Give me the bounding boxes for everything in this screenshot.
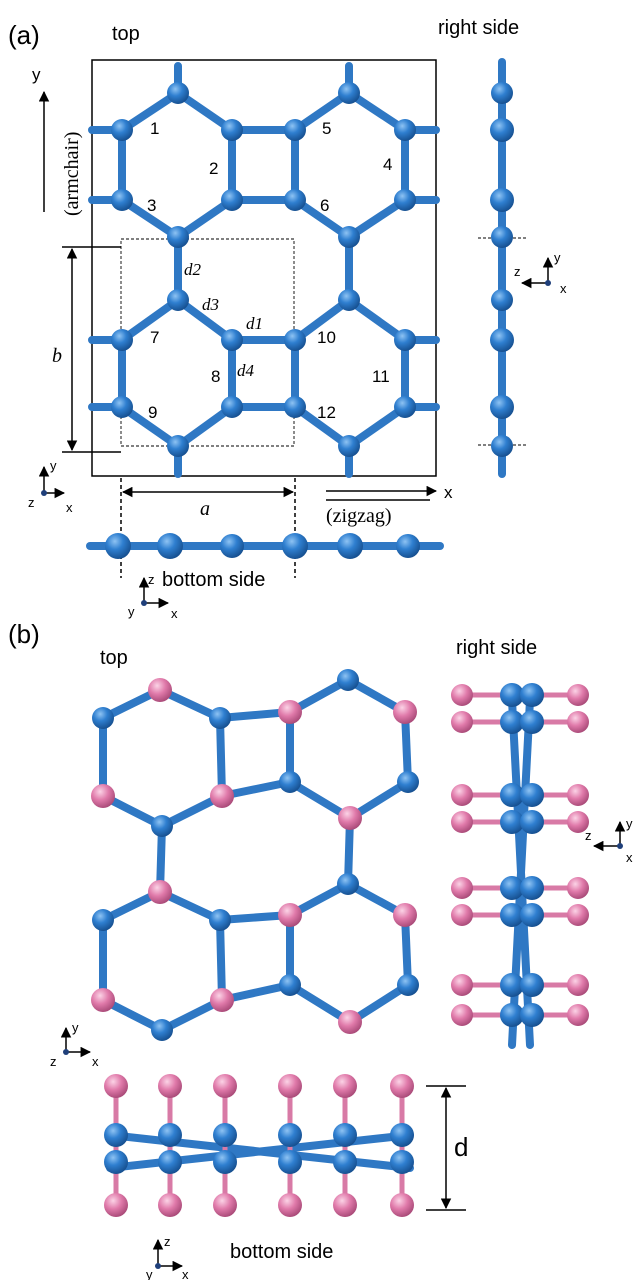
- axis-triad-b-bottom: y z x: [146, 1234, 189, 1280]
- svg-text:z: z: [148, 572, 155, 587]
- structure-bottom-side: [86, 533, 444, 559]
- structure-right-side: [478, 58, 528, 478]
- svg-text:x: x: [66, 500, 73, 515]
- thickness-dimension: d: [426, 1085, 468, 1211]
- axis-triad-a-bottom: y z x: [128, 572, 178, 621]
- svg-text:12: 12: [317, 403, 336, 422]
- zigzag-axis-x-label: x: [444, 483, 453, 502]
- svg-text:9: 9: [148, 403, 157, 422]
- armchair-label: (armchair): [61, 132, 83, 216]
- svg-text:x: x: [182, 1267, 189, 1280]
- svg-text:2: 2: [209, 159, 218, 178]
- svg-text:d3: d3: [202, 295, 219, 314]
- structure-top-view: 1 2 3 4 5 6 7 8 9 10 11 12 d2 d3 d1 d4: [88, 59, 440, 478]
- panel-b-label: (b): [8, 619, 40, 649]
- panel-b: (b) top right side: [8, 619, 633, 1280]
- axis-triad-b-top: z y x: [50, 1020, 99, 1069]
- svg-text:d2: d2: [184, 260, 202, 279]
- atoms-top: [111, 82, 416, 457]
- thickness-label: d: [454, 1132, 468, 1162]
- atom-numbers: 1 2 3 4 5 6 7 8 9 10 11 12: [147, 119, 392, 422]
- structure-b-right-side: [451, 683, 589, 1049]
- structure-b-top-view: [91, 669, 419, 1041]
- svg-text:y: y: [50, 458, 57, 473]
- lattice-b-dimension: b: [52, 246, 121, 453]
- panel-a-bottom-side-title: bottom side: [162, 569, 265, 591]
- svg-text:4: 4: [383, 155, 392, 174]
- axis-triad-b-right: z y x: [585, 816, 633, 865]
- axis-triad-a-top: z y x: [28, 458, 73, 515]
- svg-text:3: 3: [147, 196, 156, 215]
- svg-text:x: x: [171, 606, 178, 621]
- svg-text:6: 6: [320, 196, 329, 215]
- svg-text:x: x: [626, 850, 633, 865]
- bonds-top: [88, 62, 440, 478]
- svg-text:y: y: [554, 250, 561, 265]
- svg-text:d4: d4: [237, 361, 255, 380]
- svg-text:y: y: [146, 1267, 153, 1280]
- panel-a-top-title: top: [112, 23, 140, 45]
- axis-triad-a-right: z y x: [514, 250, 567, 296]
- svg-text:z: z: [514, 264, 521, 279]
- svg-text:z: z: [28, 495, 35, 510]
- svg-text:7: 7: [150, 328, 159, 347]
- zigzag-axis: x (zigzag): [326, 483, 453, 527]
- lattice-b-label: b: [52, 345, 62, 367]
- panel-b-right-side-title: right side: [456, 637, 537, 659]
- svg-text:z: z: [585, 828, 592, 843]
- svg-text:y: y: [128, 604, 135, 619]
- panel-b-top-title: top: [100, 647, 128, 669]
- svg-text:11: 11: [372, 367, 390, 386]
- svg-text:8: 8: [211, 367, 220, 386]
- svg-text:d1: d1: [246, 314, 263, 333]
- svg-text:z: z: [50, 1054, 57, 1069]
- svg-text:10: 10: [317, 328, 336, 347]
- svg-text:y: y: [626, 816, 633, 831]
- svg-text:1: 1: [150, 119, 159, 138]
- svg-text:x: x: [92, 1054, 99, 1069]
- svg-text:x: x: [560, 281, 567, 296]
- structure-b-bottom-side: [104, 1074, 414, 1217]
- panel-a: (a) top right side y (armchair): [8, 17, 567, 621]
- lattice-a-label: a: [200, 498, 210, 520]
- armchair-axis-y-label: y: [32, 65, 41, 84]
- unit-cell-box: [91, 59, 437, 477]
- lattice-a-dimension: a: [120, 478, 296, 578]
- bond-length-labels: d2 d3 d1 d4: [184, 260, 263, 380]
- panel-a-label: (a): [8, 20, 40, 50]
- panel-b-bottom-side-title: bottom side: [230, 1241, 333, 1263]
- svg-text:y: y: [72, 1020, 79, 1035]
- svg-text:z: z: [164, 1234, 171, 1249]
- svg-text:5: 5: [322, 119, 331, 138]
- panel-a-right-side-title: right side: [438, 17, 519, 39]
- zigzag-label: (zigzag): [326, 505, 392, 527]
